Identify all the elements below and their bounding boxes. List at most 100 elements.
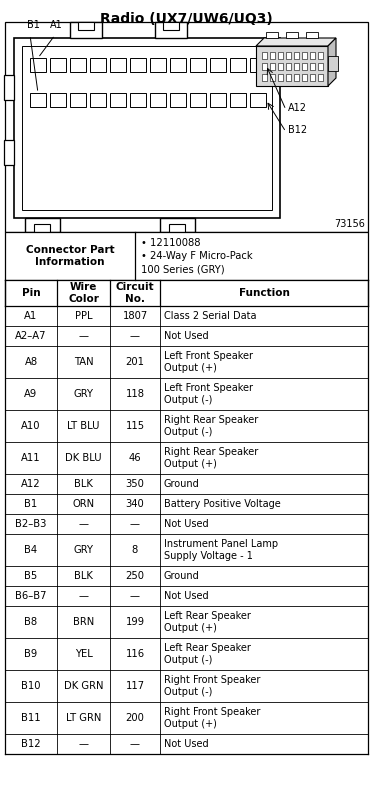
- Text: Function: Function: [239, 288, 289, 298]
- Bar: [5, 442, 368, 474]
- Text: 201: 201: [125, 357, 144, 367]
- Text: 200: 200: [126, 713, 144, 723]
- Text: B12: B12: [21, 739, 41, 749]
- Text: 118: 118: [125, 389, 144, 399]
- Text: —: —: [78, 739, 88, 749]
- Text: BRN: BRN: [73, 617, 94, 627]
- Text: Not Used: Not Used: [164, 739, 209, 749]
- Text: Right Front Speaker
Output (-): Right Front Speaker Output (-): [164, 675, 260, 697]
- Bar: [130, 93, 146, 107]
- Bar: [286, 63, 291, 70]
- Text: A12: A12: [21, 479, 41, 489]
- Text: 116: 116: [125, 649, 145, 659]
- Bar: [170, 58, 186, 72]
- Text: —: —: [78, 519, 88, 529]
- Bar: [5, 378, 368, 410]
- Text: PPL: PPL: [75, 311, 92, 321]
- Bar: [5, 534, 368, 566]
- Text: Pin: Pin: [22, 288, 40, 298]
- Text: 115: 115: [125, 421, 145, 431]
- Bar: [4, 140, 14, 165]
- Text: B2–B3: B2–B3: [15, 519, 47, 529]
- Bar: [262, 63, 267, 70]
- Bar: [14, 38, 280, 218]
- Text: GRY: GRY: [73, 389, 94, 399]
- Text: B9: B9: [24, 649, 38, 659]
- Bar: [278, 74, 283, 81]
- Bar: [306, 32, 318, 38]
- Bar: [5, 232, 368, 280]
- Text: A2–A7: A2–A7: [15, 331, 47, 341]
- Bar: [110, 93, 126, 107]
- Bar: [30, 93, 46, 107]
- Text: Ground: Ground: [164, 571, 200, 581]
- Text: BLK: BLK: [74, 479, 93, 489]
- Text: YEL: YEL: [75, 649, 93, 659]
- Text: BLK: BLK: [74, 571, 93, 581]
- Text: B1: B1: [24, 499, 38, 509]
- Text: —: —: [130, 331, 140, 341]
- Polygon shape: [328, 38, 336, 86]
- Bar: [5, 474, 368, 494]
- Bar: [302, 74, 307, 81]
- Bar: [190, 93, 206, 107]
- Bar: [34, 224, 50, 232]
- Bar: [5, 346, 368, 378]
- Text: B5: B5: [24, 571, 38, 581]
- Bar: [150, 93, 166, 107]
- Bar: [155, 22, 187, 38]
- Text: 1807: 1807: [122, 311, 148, 321]
- Text: Connector Part
Information: Connector Part Information: [26, 245, 114, 267]
- Text: A10: A10: [21, 421, 41, 431]
- Text: Left Rear Speaker
Output (-): Left Rear Speaker Output (-): [164, 643, 251, 665]
- Text: B10: B10: [21, 681, 41, 691]
- Text: Not Used: Not Used: [164, 591, 209, 601]
- Text: Circuit
No.: Circuit No.: [116, 282, 154, 304]
- Text: B4: B4: [25, 545, 38, 555]
- Bar: [286, 32, 298, 38]
- Bar: [270, 52, 275, 59]
- Text: DK GRN: DK GRN: [64, 681, 103, 691]
- Bar: [262, 74, 267, 81]
- Text: A12: A12: [288, 103, 307, 113]
- Bar: [230, 93, 246, 107]
- Bar: [78, 22, 94, 30]
- Bar: [170, 93, 186, 107]
- Bar: [70, 93, 86, 107]
- Text: B1: B1: [27, 20, 40, 30]
- Bar: [328, 56, 338, 71]
- Bar: [230, 58, 246, 72]
- Bar: [50, 58, 66, 72]
- Text: B12: B12: [288, 125, 307, 135]
- Bar: [318, 63, 323, 70]
- Text: ORN: ORN: [72, 499, 95, 509]
- Bar: [286, 52, 291, 59]
- Bar: [150, 58, 166, 72]
- Bar: [286, 74, 291, 81]
- Bar: [318, 74, 323, 81]
- Bar: [70, 22, 102, 38]
- Bar: [302, 63, 307, 70]
- Text: A1: A1: [50, 20, 63, 30]
- Bar: [30, 58, 46, 72]
- Bar: [310, 52, 315, 59]
- Text: 340: 340: [126, 499, 144, 509]
- Text: TAN: TAN: [74, 357, 93, 367]
- Bar: [5, 586, 368, 606]
- Text: 350: 350: [126, 479, 144, 489]
- Bar: [5, 566, 368, 586]
- Bar: [262, 52, 267, 59]
- Text: Left Rear Speaker
Output (+): Left Rear Speaker Output (+): [164, 611, 251, 633]
- Bar: [5, 670, 368, 702]
- Text: Right Front Speaker
Output (+): Right Front Speaker Output (+): [164, 707, 260, 729]
- Bar: [294, 74, 299, 81]
- Bar: [310, 74, 315, 81]
- Text: LT BLU: LT BLU: [67, 421, 100, 431]
- Bar: [5, 494, 368, 514]
- Text: 46: 46: [129, 453, 141, 463]
- Text: Right Rear Speaker
Output (+): Right Rear Speaker Output (+): [164, 447, 258, 469]
- Bar: [256, 46, 328, 86]
- Bar: [5, 606, 368, 638]
- Text: Not Used: Not Used: [164, 331, 209, 341]
- Bar: [266, 32, 278, 38]
